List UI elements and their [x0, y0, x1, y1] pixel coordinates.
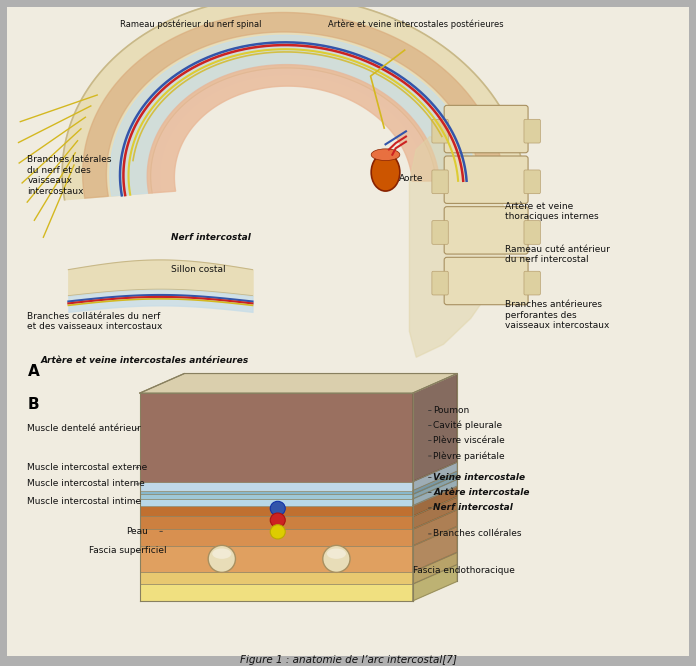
Polygon shape	[140, 374, 457, 393]
Text: Peau: Peau	[126, 527, 148, 536]
Text: Muscle intercostal externe: Muscle intercostal externe	[27, 463, 148, 472]
Text: Rameau cuté antérieur
du nerf intercostal: Rameau cuté antérieur du nerf intercosta…	[505, 245, 610, 264]
Bar	[140, 482, 413, 491]
FancyBboxPatch shape	[524, 271, 540, 295]
Polygon shape	[413, 471, 457, 494]
Polygon shape	[409, 137, 512, 357]
Bar	[140, 491, 413, 494]
Bar	[140, 584, 413, 601]
Polygon shape	[413, 552, 457, 584]
Polygon shape	[413, 565, 457, 601]
Text: Rameau postérieur du nerf spinal: Rameau postérieur du nerf spinal	[120, 20, 262, 29]
Polygon shape	[83, 13, 504, 198]
Polygon shape	[413, 497, 457, 529]
Polygon shape	[413, 526, 457, 572]
Bar	[140, 499, 413, 505]
Text: Figure 1 : anatomie de l’arc intercostal[7]: Figure 1 : anatomie de l’arc intercostal…	[239, 655, 457, 665]
Text: Nerf intercostal: Nerf intercostal	[433, 503, 513, 512]
Text: Muscle dentelé antérieur: Muscle dentelé antérieur	[27, 424, 141, 434]
FancyBboxPatch shape	[432, 271, 448, 295]
Text: Branches collérales: Branches collérales	[433, 529, 522, 538]
Ellipse shape	[371, 153, 400, 191]
Text: Muscle intercostal interne: Muscle intercostal interne	[27, 480, 145, 488]
FancyBboxPatch shape	[432, 220, 448, 244]
Text: Veine intercostale: Veine intercostale	[433, 473, 525, 482]
Polygon shape	[110, 35, 477, 196]
Text: Artère et veine intercostales postérieures: Artère et veine intercostales postérieur…	[329, 20, 504, 29]
Bar	[140, 546, 413, 572]
Polygon shape	[62, 0, 524, 200]
Text: Branches antérieures
perforantes des
vaisseaux intercostaux: Branches antérieures perforantes des vai…	[505, 300, 609, 330]
FancyBboxPatch shape	[524, 119, 540, 143]
FancyBboxPatch shape	[432, 119, 448, 143]
FancyBboxPatch shape	[444, 257, 528, 305]
Circle shape	[270, 513, 285, 527]
Text: A: A	[27, 364, 39, 379]
Text: Branches collátérales du nerf
et des vaisseaux intercostaux: Branches collátérales du nerf et des vai…	[27, 312, 163, 331]
Ellipse shape	[208, 545, 235, 572]
Bar	[140, 529, 413, 546]
Polygon shape	[413, 462, 457, 491]
Text: Artère intercostale: Artère intercostale	[433, 488, 530, 497]
Bar	[7, 374, 689, 656]
Bar	[140, 572, 413, 584]
Ellipse shape	[323, 545, 350, 572]
Polygon shape	[413, 374, 457, 482]
Polygon shape	[413, 475, 457, 499]
Text: Cavité pleurale: Cavité pleurale	[433, 421, 503, 430]
Text: Artère et veine
thoraciques internes: Artère et veine thoraciques internes	[505, 202, 599, 221]
Polygon shape	[161, 76, 426, 192]
FancyBboxPatch shape	[432, 170, 448, 194]
Text: Fascia endothoracique: Fascia endothoracique	[413, 566, 514, 575]
Text: Muscle intercostal intime: Muscle intercostal intime	[27, 497, 141, 506]
Ellipse shape	[327, 549, 346, 559]
FancyBboxPatch shape	[444, 105, 528, 153]
Text: Branches latérales
du nerf et des
vaisseaux
intercostaux: Branches latérales du nerf et des vaisse…	[27, 155, 112, 196]
FancyBboxPatch shape	[524, 170, 540, 194]
FancyBboxPatch shape	[444, 156, 528, 203]
Bar	[140, 494, 413, 499]
Bar	[140, 516, 413, 529]
Bar	[7, 7, 689, 377]
Text: B: B	[27, 396, 39, 412]
Circle shape	[270, 525, 285, 539]
Polygon shape	[413, 486, 457, 516]
Text: Artère et veine intercostales antérieures: Artère et veine intercostales antérieure…	[41, 356, 249, 365]
Text: Nerf intercostal: Nerf intercostal	[171, 232, 251, 242]
FancyBboxPatch shape	[444, 206, 528, 254]
Ellipse shape	[212, 549, 231, 559]
Polygon shape	[413, 509, 457, 546]
Text: Aorte: Aorte	[399, 174, 424, 183]
Text: Plèvre viscérale: Plèvre viscérale	[433, 436, 505, 445]
FancyBboxPatch shape	[524, 220, 540, 244]
Polygon shape	[148, 65, 439, 193]
Text: Plèvre pariétale: Plèvre pariétale	[433, 452, 505, 461]
Circle shape	[270, 501, 285, 515]
Text: Fascia superficiel: Fascia superficiel	[89, 546, 166, 555]
FancyBboxPatch shape	[7, 7, 689, 656]
Text: Poumon: Poumon	[433, 406, 470, 415]
Bar	[140, 393, 413, 482]
Bar	[140, 505, 413, 516]
Polygon shape	[413, 480, 457, 505]
Text: Sillon costal: Sillon costal	[171, 265, 226, 274]
Ellipse shape	[371, 149, 400, 161]
